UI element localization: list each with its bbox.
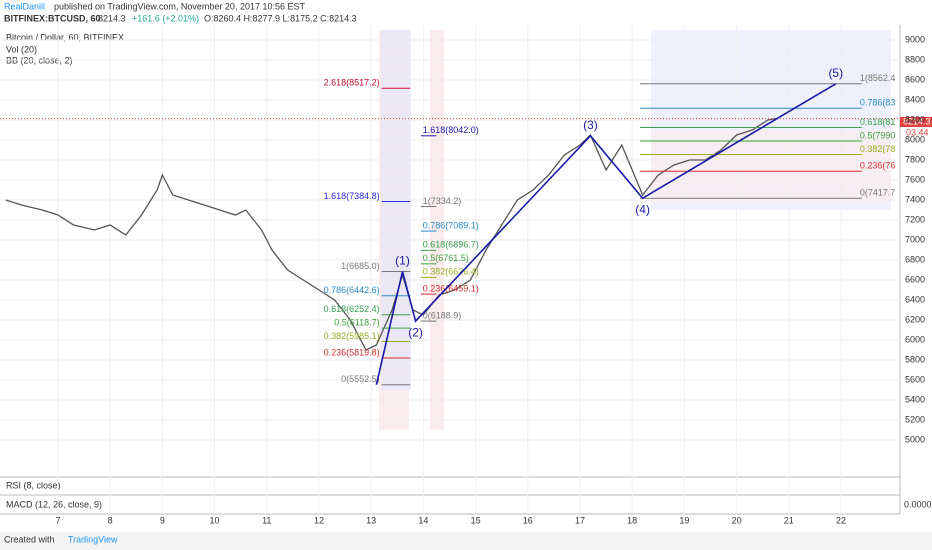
fib-label: 1.618(7384.8) <box>324 191 380 201</box>
fib-label: 0.5(6761.5) <box>423 253 469 263</box>
fib-label: 1(6685.0) <box>341 261 380 271</box>
y-tick-label: 6200 <box>905 314 925 324</box>
y-tick-label: 6400 <box>905 294 925 304</box>
x-tick-label: 19 <box>679 515 689 525</box>
price-tag-text: 8214.3 <box>903 116 931 126</box>
x-tick-label: 21 <box>784 515 794 525</box>
wave-label: (5) <box>828 66 843 80</box>
fib-label: 0.618(6252.4) <box>324 304 380 314</box>
fib-label: 0.786(7089.1) <box>423 220 479 230</box>
y-tick-label: 6800 <box>905 254 925 264</box>
price-timer: 03:44 <box>906 127 929 137</box>
y-tick-label: 7000 <box>905 234 925 244</box>
last-price: 8214.3 <box>98 13 126 23</box>
footer-bar <box>0 532 932 550</box>
x-tick-label: 17 <box>575 515 585 525</box>
y-tick-label: 8600 <box>905 74 925 84</box>
highlight-box <box>651 130 891 202</box>
wave-label: (3) <box>583 118 598 132</box>
wave-label: (1) <box>395 254 410 268</box>
wave-label: (2) <box>408 325 423 339</box>
x-tick-label: 11 <box>262 515 271 525</box>
fib-label: 0.382(78 <box>860 144 896 154</box>
x-tick-label: 12 <box>314 515 324 525</box>
y-tick-label: 5400 <box>905 394 925 404</box>
fib-label: 0.5(6118.7) <box>334 318 379 328</box>
y-tick-label: 5600 <box>905 374 925 384</box>
x-tick-label: 22 <box>836 515 846 525</box>
x-tick-label: 10 <box>210 515 220 525</box>
fib-label: 0.5(7990 <box>860 130 896 140</box>
legend-vol: Vol (20) <box>6 44 37 54</box>
fib-label: 0.236(76 <box>860 161 896 171</box>
x-tick-label: 18 <box>627 515 637 525</box>
y-tick-label: 7200 <box>905 214 925 224</box>
fib-label: 0.382(6626.4) <box>423 267 479 277</box>
fib-label: 2.618(8517.2) <box>324 78 380 88</box>
fib-label: 0.382(5985.1) <box>324 331 380 341</box>
fib-label: 0.618(81 <box>860 117 896 127</box>
y-tick-label: 8400 <box>905 94 925 104</box>
y-tick-label: 7800 <box>905 154 925 164</box>
fib-label: 0.786(83 <box>860 98 896 108</box>
fib-label: 1(7334.2) <box>423 196 462 206</box>
x-tick-label: 8 <box>108 515 113 525</box>
fib-label: 0.786(6442.6) <box>324 285 380 295</box>
elliott-wave <box>375 83 837 385</box>
highlight-red <box>430 30 444 430</box>
highlight-blue <box>381 30 411 390</box>
fib-label: 0.618(6896.7) <box>423 240 479 250</box>
price-tag <box>900 117 932 127</box>
author[interactable]: RealDaniil <box>4 1 45 11</box>
x-tick-label: 15 <box>471 515 481 525</box>
footer-created: Created with <box>4 534 55 544</box>
symbol: BITFINEX:BTCUSD, 60 <box>4 13 101 23</box>
legend-title: Bitcoin / Dollar, 60, BITFINEX <box>6 32 124 42</box>
published: published on TradingView.com, November 2… <box>54 1 305 11</box>
wave-label: (4) <box>635 202 650 216</box>
fib-label: 0(7417.7 <box>860 188 896 198</box>
legend-rsi: RSI (8, close) <box>6 480 61 490</box>
y-tick-label: 5000 <box>905 434 925 444</box>
x-tick-label: 20 <box>732 515 742 525</box>
y-tick-label: 7600 <box>905 174 925 184</box>
y-tick-label: 8000 <box>905 134 925 144</box>
x-tick-label: 13 <box>366 515 376 525</box>
x-tick-label: 14 <box>418 515 428 525</box>
y-tick-label: 5200 <box>905 414 925 424</box>
fib-label: 0.236(6459.1) <box>423 283 479 293</box>
footer-brand[interactable]: TradingView <box>68 534 118 544</box>
y-tick-label: 8800 <box>905 54 925 64</box>
legend-macd: MACD (12, 26, close, 9) <box>6 499 102 509</box>
fib-label: 1(8562.4 <box>860 73 896 83</box>
x-tick-label: 16 <box>523 515 533 525</box>
fib-label: 0.236(5819.8) <box>324 347 380 357</box>
fib-label: 0(5552.5) <box>341 374 380 384</box>
x-tick-label: 7 <box>55 515 60 525</box>
y-tick-label: 7400 <box>905 194 925 204</box>
y-tick-label: 8200 <box>905 114 925 124</box>
change: +161.6 (+2.01%) <box>132 13 199 23</box>
y-tick-label: 9000 <box>905 34 925 44</box>
fib-label: 1.618(8042.0) <box>423 125 479 135</box>
x-tick-label: 9 <box>160 515 165 525</box>
fib-label: 0(6188.9) <box>423 310 462 320</box>
y-tick-label: 5800 <box>905 354 925 364</box>
y-tick-label: 6000 <box>905 334 925 344</box>
ohlc: O:8260.4 H:8277.9 L:8175.2 C:8214.3 <box>204 13 357 23</box>
macd-zero: 0.0000 <box>904 499 932 509</box>
y-tick-label: 6600 <box>905 274 925 284</box>
